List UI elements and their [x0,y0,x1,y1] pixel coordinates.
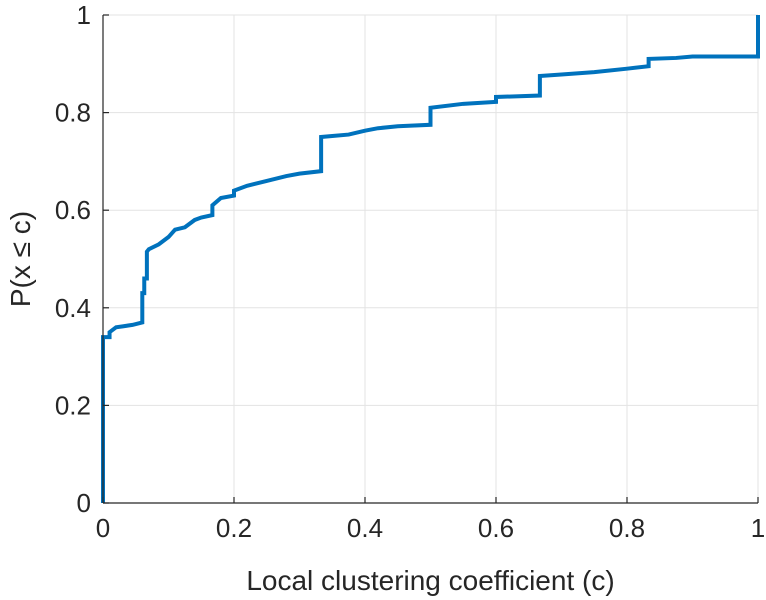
grid [102,14,759,504]
x-tick-label: 0 [96,513,110,543]
x-tick-label: 0.4 [347,513,383,543]
x-tick-label: 0.6 [478,513,514,543]
x-tick-label: 1 [751,513,765,543]
x-tick-label: 0.2 [216,513,252,543]
y-axis-label: P(x ≤ c) [5,211,36,307]
y-tick-label: 0.2 [55,390,91,420]
y-axis-ticks: 0 0.2 0.4 0.6 0.8 1 [55,0,109,518]
y-tick-label: 0.8 [55,98,91,128]
axes [102,15,758,504]
y-tick-label: 0.6 [55,195,91,225]
y-tick-label: 0 [77,488,91,518]
series-line-ecdf [101,15,760,503]
x-axis-ticks: 0 0.2 0.4 0.6 0.8 1 [96,497,765,543]
y-tick-label: 1 [77,0,91,30]
series-layer [101,15,760,503]
x-axis-label: Local clustering coefficient (c) [246,565,614,596]
y-tick-label: 0.4 [55,293,91,323]
x-tick-label: 0.8 [609,513,645,543]
